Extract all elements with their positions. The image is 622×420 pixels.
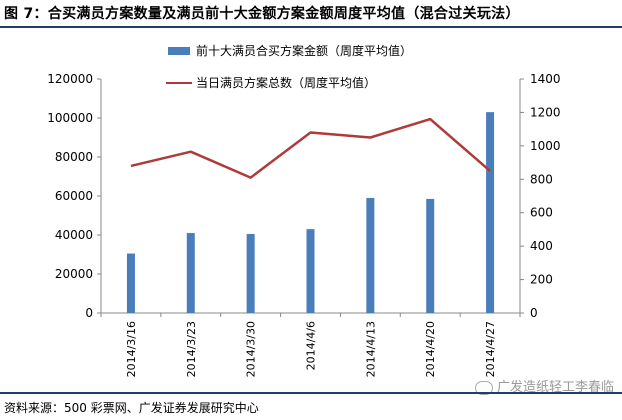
right-tick-label: 1400 xyxy=(530,72,561,86)
source-note: 资料来源：500 彩票网、广发证券发展研究中心 xyxy=(4,399,259,416)
left-tick-label: 120000 xyxy=(47,72,93,86)
left-tick-label: 60000 xyxy=(55,189,93,203)
bar-2014-4-6 xyxy=(307,229,315,313)
right-tick-label: 800 xyxy=(530,172,553,186)
left-tick-label: 80000 xyxy=(55,150,93,164)
bar-2014-4-20 xyxy=(426,199,434,313)
bar-2014-3-23 xyxy=(187,233,195,313)
right-tick-label: 0 xyxy=(530,306,538,320)
legend-bar-label: 前十大满员合买方案金额（周度平均值） xyxy=(196,43,412,58)
bar-2014-4-27 xyxy=(486,112,494,313)
line-series xyxy=(131,119,490,178)
left-tick-label: 0 xyxy=(85,306,93,320)
legend: 前十大满员合买方案金额（周度平均值） 当日满员方案总数（周度平均值） xyxy=(166,43,412,90)
left-tick-label: 40000 xyxy=(55,228,93,242)
right-tick-label: 1000 xyxy=(530,139,561,153)
x-category-label: 2014/3/23 xyxy=(185,321,198,377)
right-tick-label: 400 xyxy=(530,239,553,253)
x-category-label: 2014/3/30 xyxy=(245,321,258,377)
x-category-label: 2014/4/13 xyxy=(364,321,377,377)
source-bar: 资料来源：500 彩票网、广发证券发展研究中心 xyxy=(0,392,622,420)
left-tick-label: 20000 xyxy=(55,267,93,281)
legend-line-label: 当日满员方案总数（周度平均值） xyxy=(196,75,376,90)
right-tick-label: 200 xyxy=(530,273,553,287)
x-category-label: 2014/4/20 xyxy=(424,321,437,377)
bar-2014-4-13 xyxy=(366,198,374,313)
legend-bar-swatch xyxy=(168,47,190,55)
left-axis-ticks: 0 20000 40000 60000 80000 100000 120000 xyxy=(47,72,101,320)
line-path xyxy=(131,119,490,178)
x-axis-ticks: 2014/3/16 2014/3/23 2014/3/30 2014/4/6 2014/… xyxy=(101,313,520,377)
bar-2014-3-30 xyxy=(247,234,255,313)
x-category-label: 2014/3/16 xyxy=(125,321,138,377)
bar-2014-3-16 xyxy=(127,254,135,313)
right-axis-ticks: 0 200 400 600 800 1000 1200 1400 xyxy=(520,72,561,320)
x-category-label: 2014/4/27 xyxy=(484,321,497,377)
right-tick-label: 600 xyxy=(530,206,553,220)
bar-series xyxy=(127,112,494,313)
right-tick-label: 1200 xyxy=(530,105,561,119)
left-tick-label: 100000 xyxy=(47,111,93,125)
x-category-label: 2014/4/6 xyxy=(305,321,318,370)
